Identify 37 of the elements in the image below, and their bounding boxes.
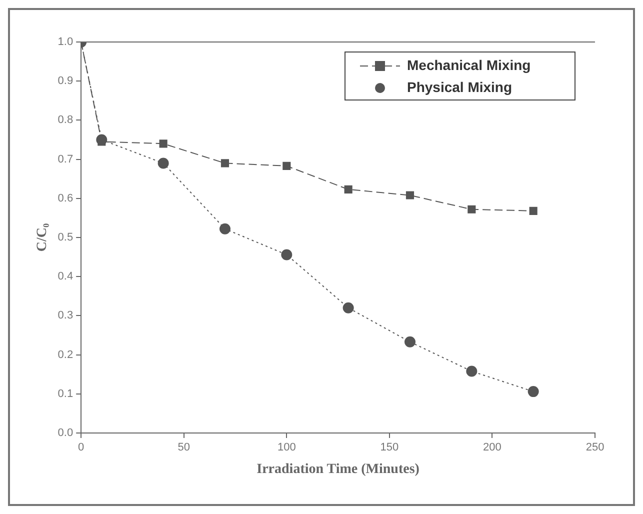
x-tick-label: 150 — [380, 442, 399, 454]
point — [468, 205, 476, 214]
point — [404, 336, 416, 348]
x-tick-label: 250 — [586, 442, 604, 454]
point — [219, 223, 230, 234]
point — [281, 249, 292, 260]
x-axis-title: Irradiation Time (Minutes) — [256, 462, 420, 478]
y-tick-label: 0.2 — [58, 348, 74, 361]
x-tick-label: 200 — [483, 442, 502, 454]
y-tick-label: 0.8 — [58, 114, 74, 126]
y-tick-label: 0.9 — [58, 75, 74, 88]
point — [158, 158, 169, 169]
point — [282, 162, 291, 170]
y-tick-label: 0.3 — [58, 310, 74, 322]
legend-label: Mechanical Mixing — [407, 56, 531, 73]
y-tick-label: 0.4 — [58, 270, 74, 283]
y-axis-title: C/C₀ — [35, 223, 50, 252]
point — [220, 159, 230, 168]
y-tick-label: 0.1 — [58, 388, 74, 400]
point — [528, 386, 539, 398]
y-tick-label: 0.0 — [58, 427, 74, 440]
y-tick-label: 0.7 — [58, 153, 74, 166]
point — [529, 206, 538, 215]
point — [342, 302, 354, 314]
frame-border: Irradiation Time (Minutes) C/C₀ 0 50 100 150 200 250 0.0 0.1 0.2 0.3 0.4 0.5 0.6 0.7 0.8 0.9 1.0 Mechanical Mixing Physical Mixing — [8, 8, 635, 506]
y-tick-label: 0.5 — [58, 232, 74, 244]
x-tick-label: 100 — [277, 442, 296, 454]
point — [159, 140, 168, 148]
y-tick-label: 0.6 — [58, 192, 74, 204]
point — [344, 185, 352, 194]
legend-label: Physical Mixing — [407, 78, 512, 95]
x-tick-label: 50 — [178, 442, 190, 454]
point — [406, 191, 414, 200]
x-tick-label: 0 — [78, 442, 84, 454]
y-tick-label: 1.0 — [58, 36, 74, 48]
point — [96, 134, 108, 146]
point — [466, 366, 478, 377]
